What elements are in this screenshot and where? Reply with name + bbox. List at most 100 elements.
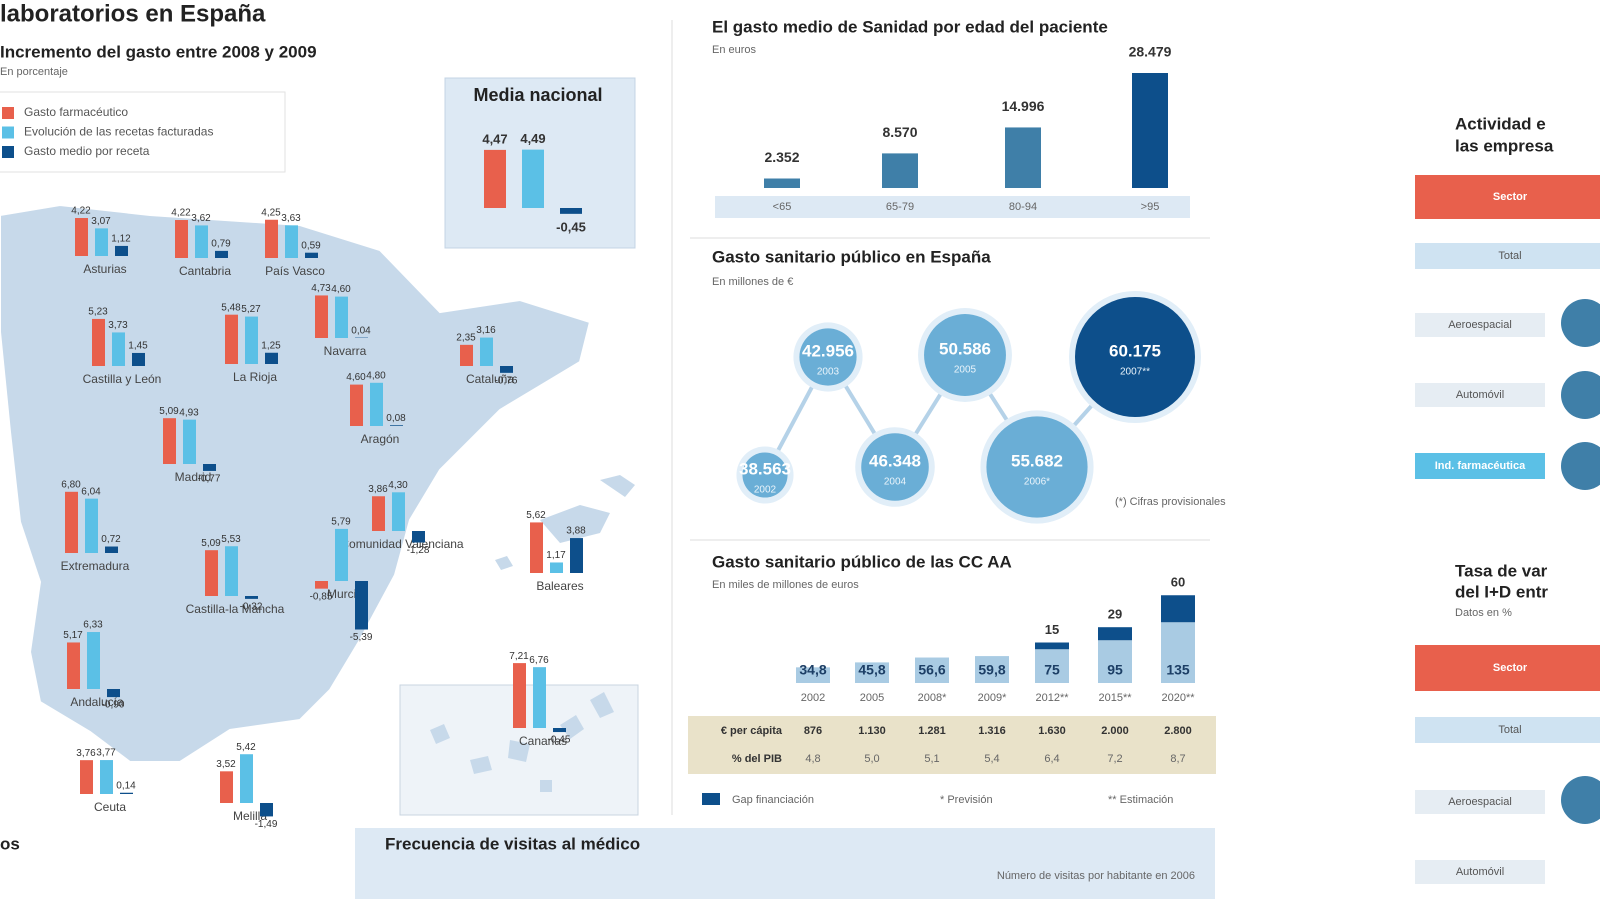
region-label: Melilla: [233, 809, 267, 823]
bar: [85, 498, 98, 553]
value-label: 4,22: [171, 208, 191, 219]
ccaa-subtitle: En miles de millones de euros: [712, 579, 859, 591]
x-tick-label: 2020**: [1161, 692, 1195, 704]
x-tick-label: >95: [1141, 201, 1160, 213]
x-tick-label: 65-79: [886, 201, 914, 213]
right-total-2: [1415, 717, 1600, 743]
age-title: El gasto medio de Sanidad por edad del p…: [712, 17, 1108, 36]
value-label: 95: [1107, 662, 1123, 678]
bubble: [799, 328, 857, 386]
value-label: -5,39: [350, 632, 373, 643]
bar: [855, 662, 889, 683]
value-label: 59,8: [978, 662, 1005, 678]
row-label: % del PIB: [732, 753, 782, 765]
bar: [355, 581, 368, 630]
bar: [513, 663, 526, 728]
value-label: 3,07: [91, 216, 111, 227]
legend-label: Gasto farmacéutico: [24, 105, 128, 119]
bar: [460, 344, 473, 366]
bottom-title: Frecuencia de visitas al médico: [385, 834, 640, 853]
value-label: 3,63: [281, 213, 301, 224]
value-label: 75: [1044, 662, 1060, 678]
bubble-note: (*) Cifras provisionales: [1115, 496, 1226, 508]
bar: [335, 296, 348, 338]
bar: [65, 491, 78, 553]
bar: [1161, 622, 1195, 683]
table-cell: 5,4: [984, 753, 999, 765]
left-fragment: os: [0, 834, 20, 853]
value-label: 3,88: [566, 526, 586, 537]
legend-swatch: [702, 793, 720, 805]
value-label: 3,86: [368, 484, 388, 495]
value-label: 15: [1045, 622, 1059, 637]
map-spain: [0, 203, 592, 763]
value-label: -1,49: [255, 819, 278, 830]
bar: [370, 382, 383, 426]
legend-swatch: [2, 126, 14, 139]
region-label: Ceuta: [94, 800, 126, 814]
value-label: 42.956: [802, 341, 854, 360]
bar: [1035, 642, 1069, 650]
right-total-1: [1415, 243, 1600, 269]
value-label: 5,09: [159, 406, 179, 417]
bar: [285, 225, 298, 258]
bar: [1098, 640, 1132, 683]
value-label: -0,45: [548, 735, 571, 746]
bar: [764, 178, 800, 188]
legend-label: Gap financiación: [732, 794, 814, 806]
table-cell: 876: [804, 725, 822, 737]
value-label: 0,14: [116, 780, 136, 791]
value-label: 5,23: [88, 307, 108, 318]
legend-swatch: [2, 107, 14, 119]
legend-swatch: [2, 146, 14, 158]
bar: [372, 496, 385, 531]
right-title: Actividad e: [1455, 114, 1546, 133]
bubble: [1075, 297, 1195, 417]
row-label: Sector: [1493, 662, 1528, 674]
bar: [225, 546, 238, 596]
bar: [105, 546, 118, 553]
value-label: 29: [1108, 607, 1122, 622]
region-label: La Rioja: [233, 370, 277, 384]
icon: [1561, 776, 1600, 824]
value-label: 46.348: [869, 451, 921, 470]
table-cell: 4,8: [805, 753, 820, 765]
bar: [175, 220, 188, 258]
bar: [80, 760, 93, 794]
table-cell: 1.316: [978, 725, 1006, 737]
value-label: 6,04: [81, 486, 101, 497]
table-cell: 8,7: [1170, 753, 1185, 765]
bubble: [742, 452, 788, 498]
table-cell: 1.130: [858, 725, 886, 737]
value-label: 4,22: [71, 206, 91, 217]
region-label: Baleares: [536, 579, 583, 593]
bar: [335, 528, 348, 581]
value-label: 1,17: [546, 550, 566, 561]
value-label: 5,17: [63, 630, 83, 641]
bar: [553, 728, 566, 733]
year-label: 2003: [817, 367, 840, 378]
value-label: 0,08: [386, 413, 406, 424]
year-label: 2005: [954, 365, 977, 376]
value-label: 4,93: [179, 407, 199, 418]
bar: [570, 538, 583, 573]
row-label: € per cápita: [721, 725, 783, 737]
region-label: Castilla y León: [83, 372, 162, 386]
value-label: 2,35: [456, 332, 476, 343]
value-label: 0,79: [211, 239, 231, 250]
value-label: 0,72: [101, 534, 121, 545]
value-label: -1,28: [407, 545, 430, 556]
table-cell: 5,0: [864, 753, 879, 765]
year-label: 2002: [754, 485, 777, 496]
x-tick-label: 80-94: [1009, 201, 1037, 213]
bar: [220, 771, 233, 803]
bubble: [986, 416, 1088, 518]
value-label: -0,32: [240, 602, 263, 613]
table-cell: 5,1: [924, 753, 939, 765]
value-label: 4,80: [366, 370, 386, 381]
bar: [533, 667, 546, 728]
right-row: [1415, 383, 1545, 407]
bar: [245, 596, 258, 599]
value-label: 135: [1166, 662, 1190, 678]
value-label: 56,6: [918, 662, 945, 678]
